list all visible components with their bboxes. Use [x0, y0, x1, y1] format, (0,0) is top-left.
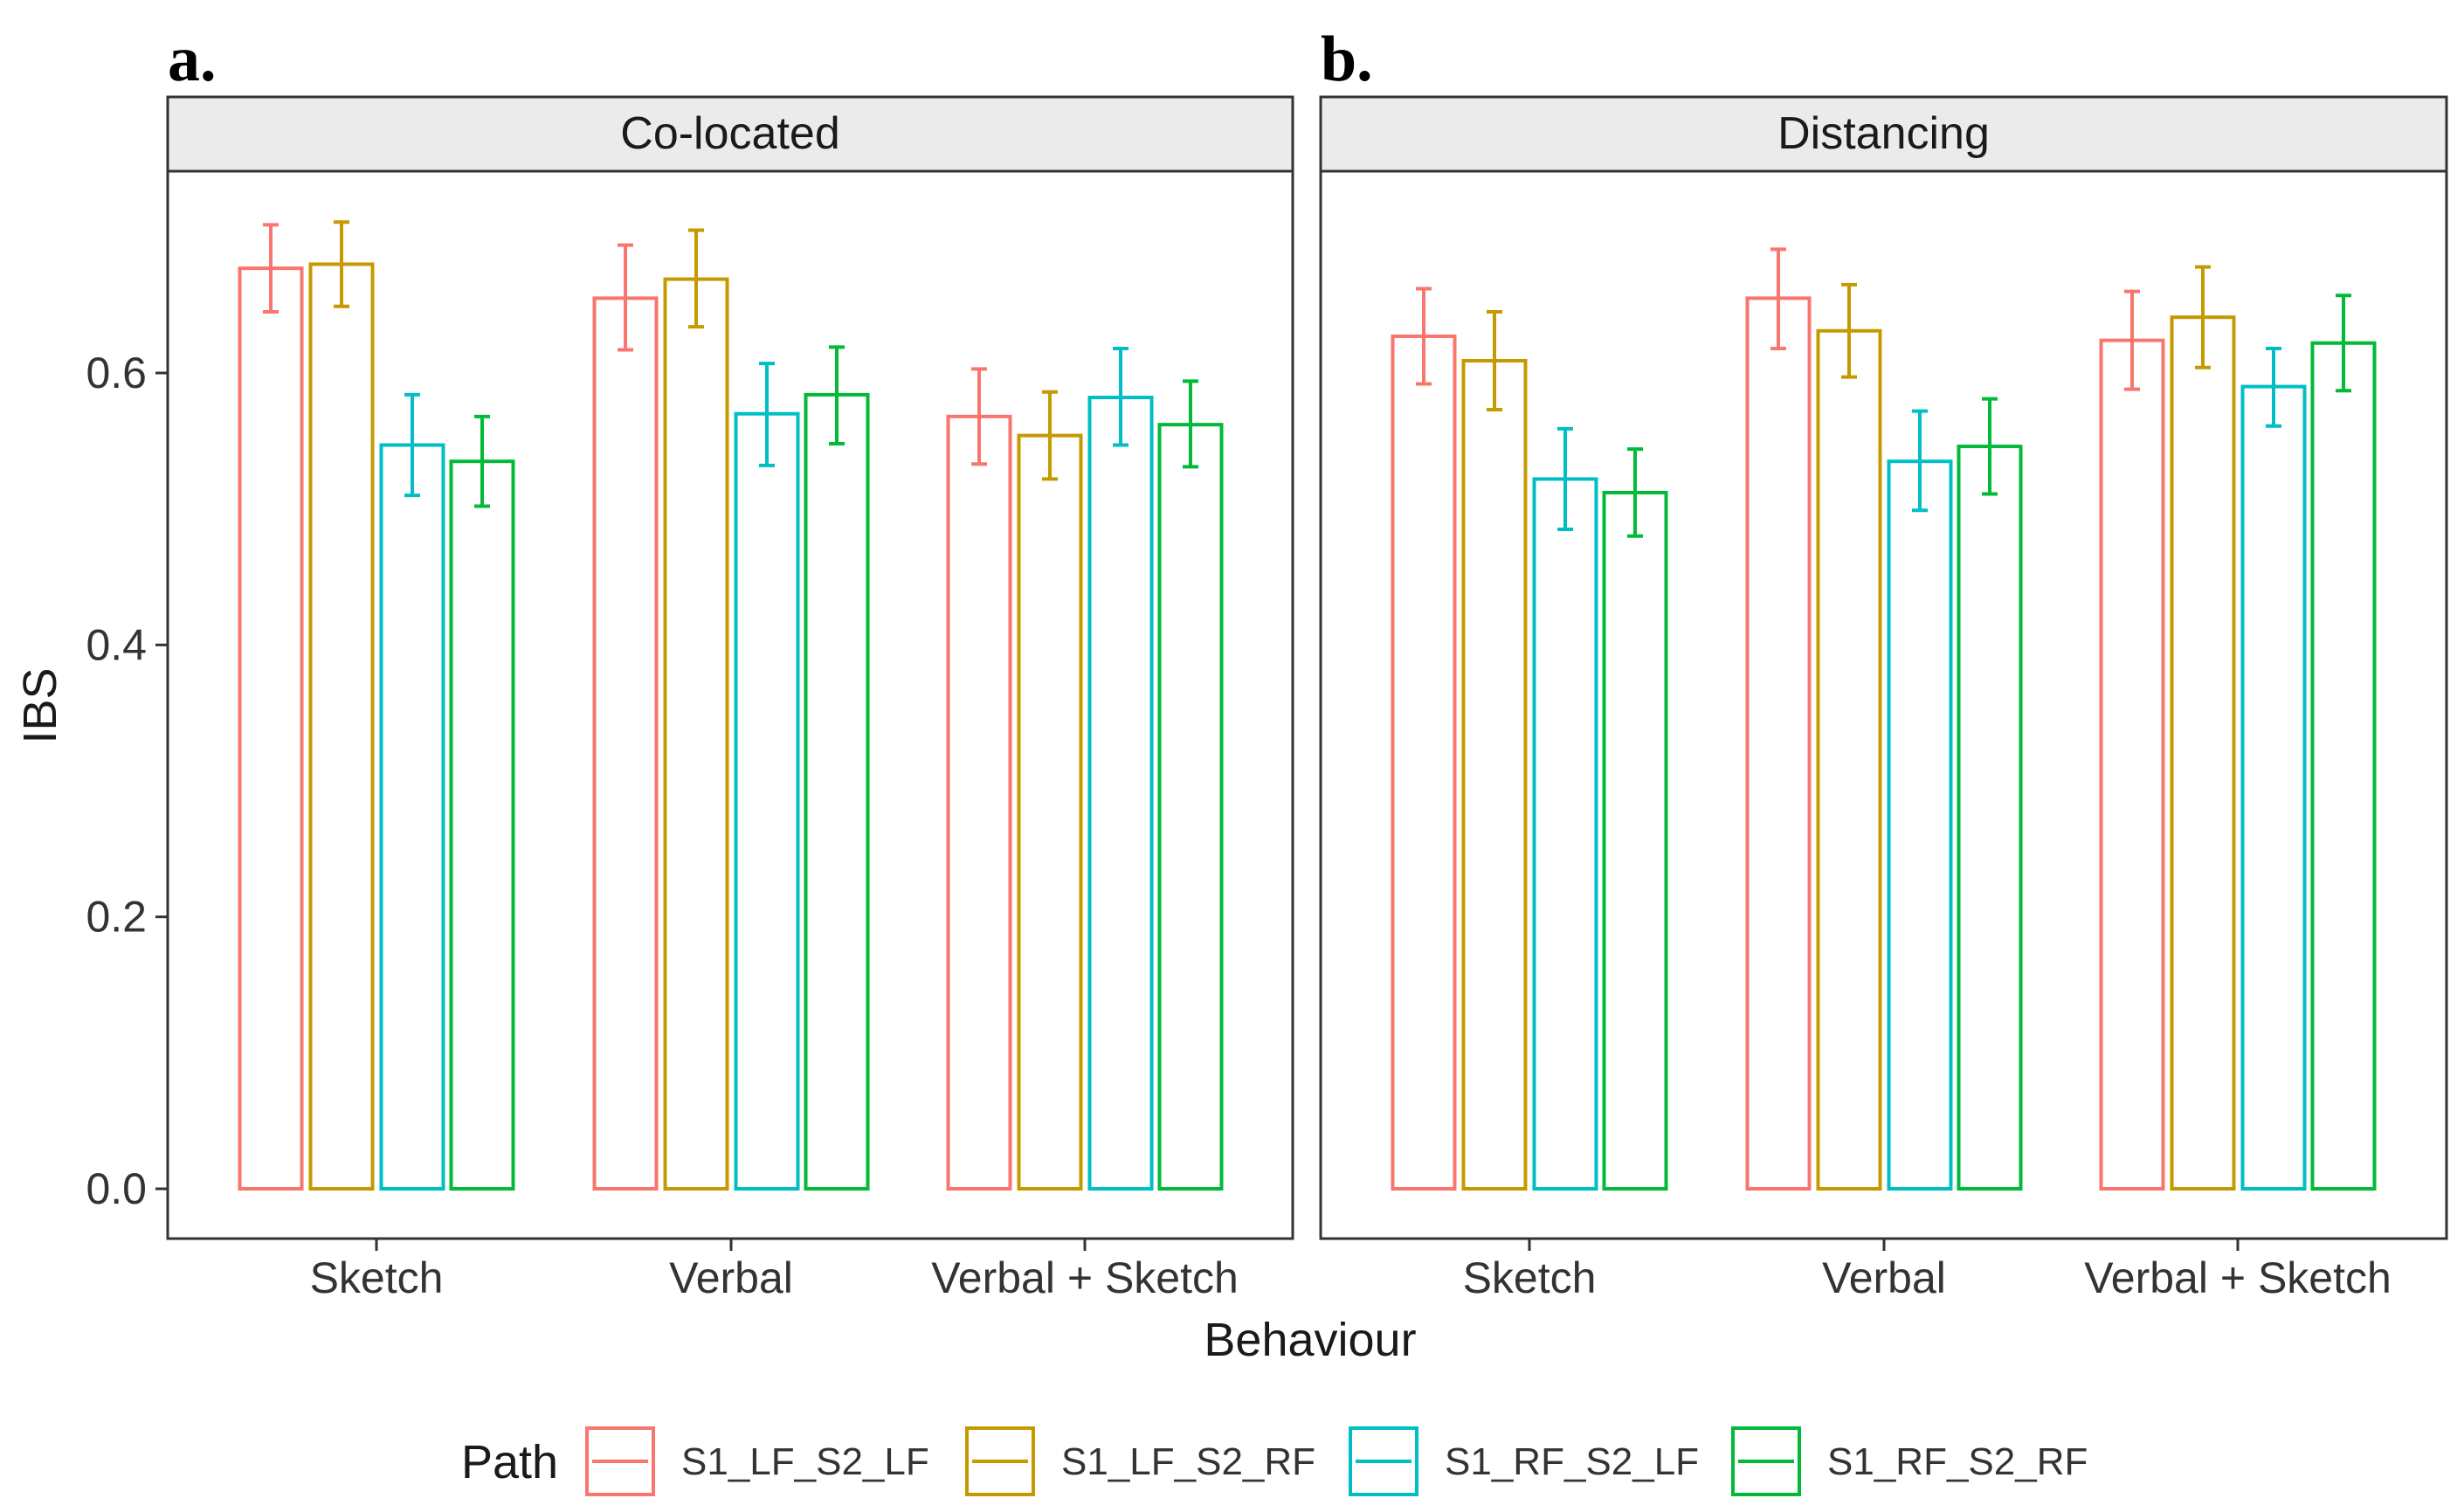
- y-tick-label: 0.4: [86, 620, 147, 669]
- error-bar: [1627, 447, 1643, 538]
- error-bar: [759, 362, 775, 467]
- legend-label: S1_LF_S2_LF: [681, 1440, 929, 1483]
- error-bar: [2124, 289, 2140, 391]
- error-bar: [474, 414, 490, 508]
- plot-panel: [1319, 169, 2448, 1240]
- x-tick-label: Verbal: [1822, 1253, 1946, 1302]
- legend-key: [965, 1426, 1035, 1496]
- legend-label: S1_RF_S2_RF: [1827, 1440, 2088, 1483]
- x-axis-title: Behaviour: [1204, 1314, 1416, 1366]
- y-tick-label: 0.6: [86, 349, 147, 397]
- legend-title: Path: [461, 1436, 558, 1488]
- error-bar: [404, 392, 420, 498]
- x-tick-label: Verbal + Sketch: [931, 1253, 1239, 1302]
- error-bar: [2195, 265, 2211, 369]
- legend-key: [1731, 1426, 1801, 1496]
- error-bar: [1982, 397, 1998, 496]
- error-bar: [2266, 346, 2281, 428]
- facet-strip-label: Distancing: [1777, 108, 1990, 159]
- plot-panel: [166, 169, 1294, 1240]
- error-bar: [829, 345, 845, 445]
- panel-letter: a.: [168, 24, 217, 95]
- error-bar: [1912, 409, 1928, 513]
- x-tick-label: Verbal: [669, 1253, 793, 1302]
- error-bar: [1770, 247, 1786, 350]
- error-bar: [1042, 390, 1058, 481]
- facet-strip: [166, 95, 1294, 173]
- error-bar: [2336, 293, 2351, 393]
- facet-strip-label: Co-located: [620, 108, 839, 159]
- error-bar: [263, 223, 279, 314]
- y-axis-title: IBS: [14, 667, 66, 743]
- error-bar: [688, 228, 704, 329]
- error-bar: [334, 220, 349, 308]
- legend-label: S1_RF_S2_LF: [1445, 1440, 1699, 1483]
- legend-label: S1_LF_S2_RF: [1061, 1440, 1315, 1483]
- panel-letter: b.: [1321, 24, 1373, 95]
- x-tick-label: Verbal + Sketch: [2084, 1253, 2392, 1302]
- error-bar: [1841, 282, 1857, 379]
- error-bar: [1183, 379, 1198, 469]
- error-bar: [1416, 287, 1432, 386]
- legend: Path S1_LF_S2_LF S1_LF_S2_RF S1_RF_S2_LF S1_…: [461, 1426, 2088, 1496]
- x-tick-label: Sketch: [310, 1253, 444, 1302]
- x-tick-label: Sketch: [1463, 1253, 1597, 1302]
- error-bar: [1487, 309, 1502, 412]
- y-tick-label: 0.0: [86, 1164, 147, 1213]
- error-bar: [618, 243, 633, 352]
- legend-key: [1349, 1426, 1418, 1496]
- error-bar: [1113, 346, 1128, 447]
- facet-strip: [1319, 95, 2448, 173]
- legend-key: [585, 1426, 655, 1496]
- error-bar: [971, 367, 987, 466]
- error-bar: [1557, 426, 1573, 532]
- y-tick-label: 0.2: [86, 893, 147, 942]
